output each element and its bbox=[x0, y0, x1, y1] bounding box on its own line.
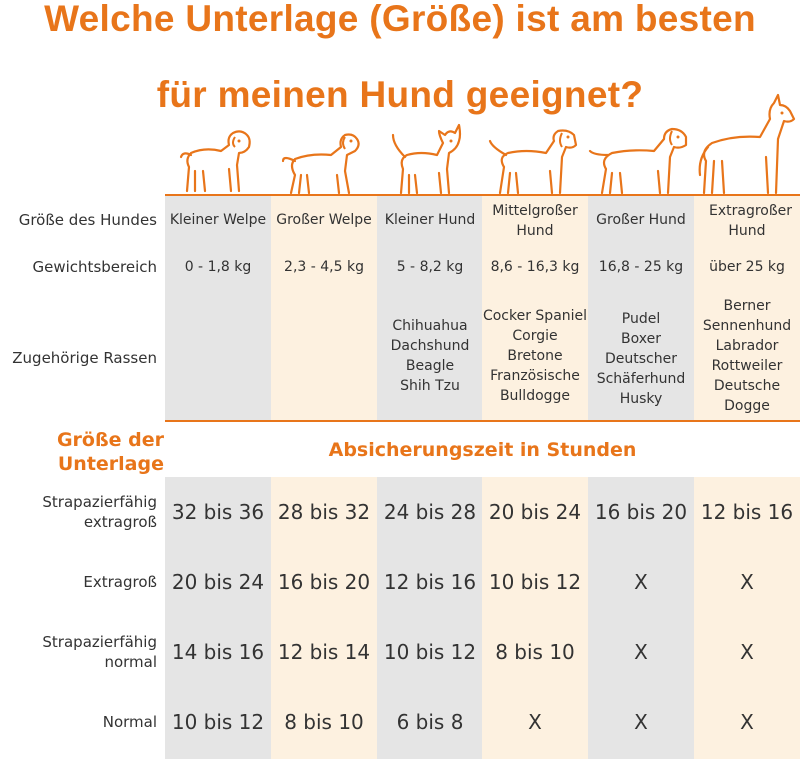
pad-row-label: Strapazierfähig normal bbox=[42, 632, 157, 672]
hours-cell: 20 bis 24 bbox=[171, 570, 265, 594]
breed-list: Pudel Boxer Deutscher Schäferhund Husky bbox=[588, 309, 694, 409]
hours-cell: 16 bis 20 bbox=[594, 500, 688, 524]
breed-name: Husky bbox=[619, 391, 663, 407]
column-bg-4 bbox=[482, 195, 588, 759]
large-puppy-icon bbox=[271, 95, 377, 197]
pad-row-label-line: Extragroß bbox=[83, 573, 157, 591]
breed-name: Rottweiler bbox=[711, 358, 783, 374]
breed-name: Labrador bbox=[715, 338, 779, 354]
weight-cell: 0 - 1,8 kg bbox=[184, 259, 252, 275]
pad-row-label-line: Strapazierfähig bbox=[42, 633, 157, 651]
row-label-weight: Gewichtsbereich bbox=[32, 258, 157, 276]
hours-header: Absicherungszeit in Stunden bbox=[328, 439, 637, 461]
hours-cell: X bbox=[634, 640, 648, 664]
breed-name: Bulldogge bbox=[499, 388, 571, 404]
breed-name: Pudel bbox=[621, 311, 661, 327]
hours-cell: 12 bis 16 bbox=[383, 570, 477, 594]
breed-name: Cocker Spaniel bbox=[482, 308, 588, 324]
pad-row-label: Normal bbox=[103, 712, 157, 732]
breed-name: Shih Tzu bbox=[400, 378, 460, 394]
breed-list: Chihuahua Dachshund Beagle Shih Tzu bbox=[377, 316, 483, 396]
size-cell: Großer Hund bbox=[596, 212, 686, 228]
size-cell: Extragroßer Hund bbox=[709, 203, 793, 239]
hours-cell: 8 bis 10 bbox=[284, 710, 364, 734]
breed-name: Berner bbox=[723, 298, 771, 314]
pad-row-label-line: Normal bbox=[102, 713, 157, 731]
hours-header-band bbox=[165, 421, 800, 477]
column-bg-6 bbox=[694, 195, 800, 759]
breed-name: Dachshund bbox=[390, 338, 470, 354]
title-line-1: Welche Unterlage (Größe) ist am besten bbox=[44, 0, 756, 39]
column-bg-1 bbox=[165, 195, 271, 759]
extra-large-dog-icon bbox=[694, 93, 800, 197]
pad-size-header-line-1: Größe der bbox=[56, 429, 164, 451]
breed-name: Schäferhund bbox=[596, 371, 686, 387]
small-puppy-icon bbox=[165, 95, 271, 197]
breed-name: Boxer bbox=[621, 331, 661, 347]
hours-cell: X bbox=[528, 710, 542, 734]
hours-cell: 10 bis 12 bbox=[488, 570, 582, 594]
pad-row-label-line: normal bbox=[104, 653, 157, 671]
weight-cell: 16,8 - 25 kg bbox=[598, 259, 684, 275]
hours-cell: X bbox=[740, 710, 754, 734]
weight-cell: 2,3 - 4,5 kg bbox=[284, 259, 364, 275]
size-cell: Großer Welpe bbox=[276, 212, 372, 228]
hours-cell: 14 bis 16 bbox=[171, 640, 265, 664]
size-cell: Kleiner Welpe bbox=[169, 212, 267, 228]
breed-list: Berner Sennenhund Labrador Rottweiler De… bbox=[694, 296, 800, 416]
hours-cell: 16 bis 20 bbox=[277, 570, 371, 594]
hours-cell: 20 bis 24 bbox=[488, 500, 582, 524]
hours-cell: 24 bis 28 bbox=[383, 500, 477, 524]
title-line-2: für meinen Hund geeignet? bbox=[156, 74, 644, 115]
row-label-breeds: Zugehörige Rassen bbox=[12, 349, 157, 367]
breed-name: Sennenhund bbox=[702, 318, 792, 334]
pad-row-label-line: extragroß bbox=[83, 513, 157, 531]
hours-cell: 32 bis 36 bbox=[171, 500, 265, 524]
hours-cell: X bbox=[740, 640, 754, 664]
breed-name: Dogge bbox=[724, 398, 770, 414]
small-dog-icon bbox=[377, 95, 483, 197]
hours-cell: X bbox=[740, 570, 754, 594]
hours-cell: 10 bis 12 bbox=[383, 640, 477, 664]
hours-cell: X bbox=[634, 710, 648, 734]
breed-name: Deutsche bbox=[713, 378, 781, 394]
breed-name: Bretone bbox=[507, 348, 563, 364]
pad-row-label: Extragroß bbox=[83, 572, 157, 592]
hours-cell: 28 bis 32 bbox=[277, 500, 371, 524]
middle-divider bbox=[165, 420, 800, 422]
hours-cell: X bbox=[634, 570, 648, 594]
breed-name: Deutscher bbox=[605, 351, 677, 367]
breed-name: Französische bbox=[490, 368, 580, 384]
weight-cell: 8,6 - 16,3 kg bbox=[490, 259, 580, 275]
column-bg-2 bbox=[271, 195, 377, 759]
weight-cell: über 25 kg bbox=[709, 259, 785, 275]
pad-row-label: Strapazierfähig extragroß bbox=[42, 492, 157, 532]
hours-cell: 12 bis 14 bbox=[277, 640, 371, 664]
weight-cell: 5 - 8,2 kg bbox=[396, 259, 464, 275]
breed-name: Chihuahua bbox=[392, 318, 468, 334]
pad-size-header-line-2: Unterlage bbox=[57, 453, 164, 475]
medium-dog-icon bbox=[482, 95, 588, 197]
hours-cell: 12 bis 16 bbox=[700, 500, 794, 524]
breed-list: Cocker Spaniel Corgie Bretone Französisc… bbox=[482, 306, 588, 406]
hours-cell: 8 bis 10 bbox=[495, 640, 575, 664]
pad-row-label-line: Strapazierfähig bbox=[42, 493, 157, 511]
column-bg-3 bbox=[377, 195, 483, 759]
breed-name: Corgie bbox=[512, 328, 558, 344]
large-dog-icon bbox=[588, 95, 694, 197]
hours-cell: 10 bis 12 bbox=[171, 710, 265, 734]
size-cell: Mittelgroßer Hund bbox=[492, 203, 578, 239]
pad-size-header: Größe der Unterlage bbox=[54, 428, 164, 476]
row-label-size: Größe des Hundes bbox=[18, 211, 157, 229]
size-cell: Kleiner Hund bbox=[384, 212, 476, 228]
breed-name: Beagle bbox=[405, 358, 455, 374]
top-divider bbox=[165, 194, 800, 196]
column-bg-5 bbox=[588, 195, 694, 759]
hours-cell: 6 bis 8 bbox=[396, 710, 464, 734]
